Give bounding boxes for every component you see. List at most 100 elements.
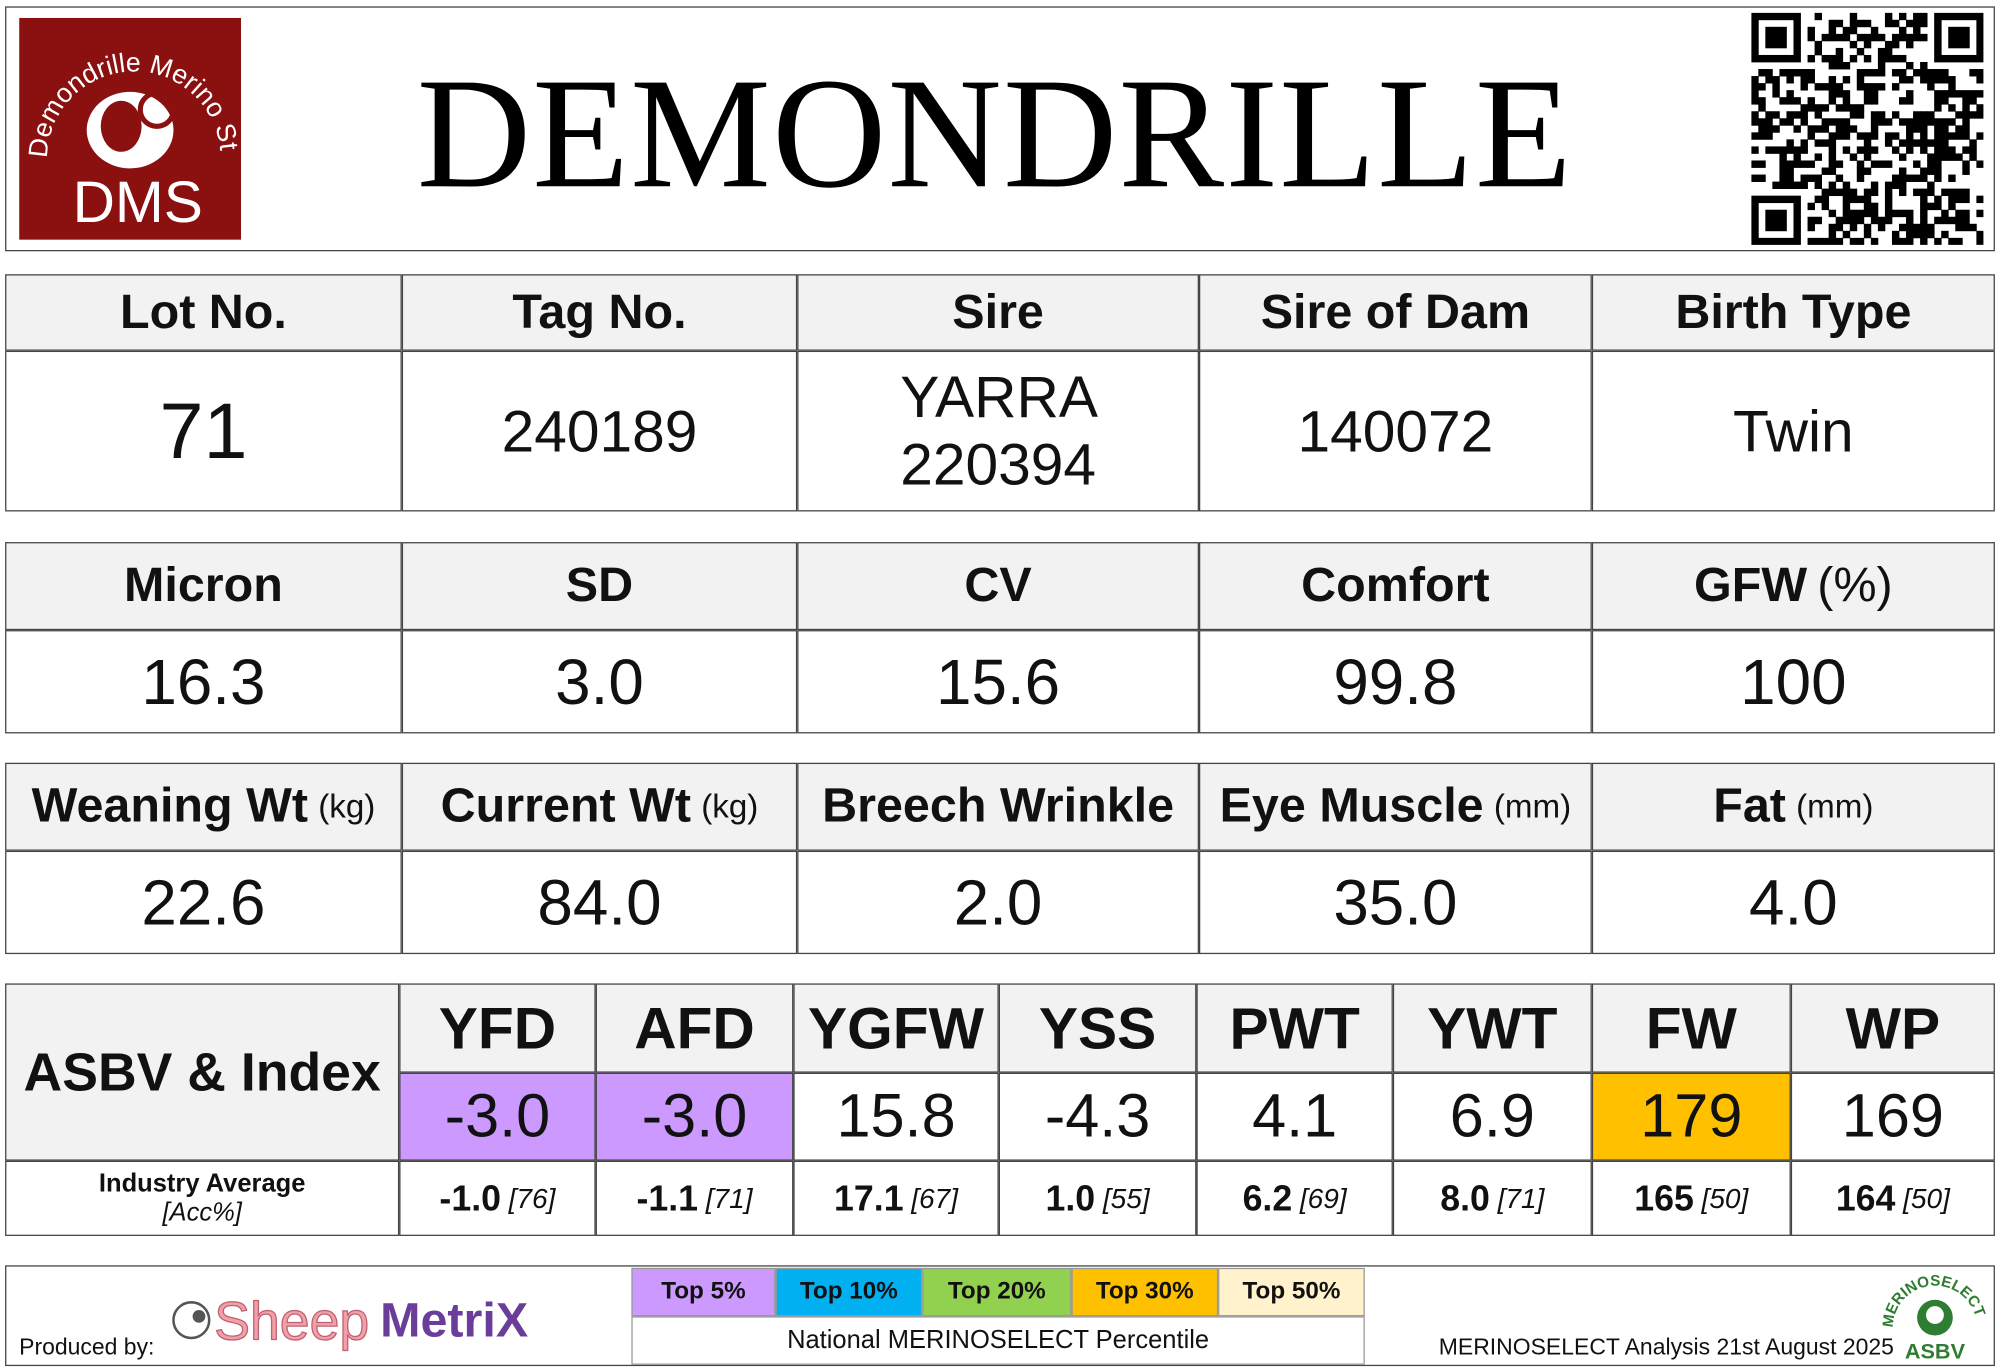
column-header: Lot No.: [5, 274, 402, 351]
trait-value: 179: [1591, 1072, 1791, 1161]
column-value: 16.3: [5, 630, 402, 734]
legend-item: Top 20%: [922, 1267, 1072, 1317]
column-header: Birth Type: [1591, 274, 1995, 351]
header-unit: (mm): [1493, 786, 1572, 826]
header-unit: (%): [1817, 558, 1893, 613]
column-header: SD: [401, 542, 798, 631]
produced-by: Produced by:: [19, 1334, 155, 1360]
industry-average: 164 [50]: [1790, 1160, 1995, 1236]
trait-name: YSS: [998, 983, 1197, 1073]
header-unit: (kg): [318, 786, 376, 826]
header-label: SD: [565, 558, 634, 613]
column-value: 100: [1591, 630, 1995, 734]
trait-name: YGFW: [793, 983, 999, 1073]
analysis-date: MERINOSELECT Analysis 21st August 2025: [1438, 1334, 1894, 1360]
accuracy: [50]: [1903, 1181, 1950, 1214]
trait-value: 4.1: [1196, 1072, 1393, 1161]
column-header: Sire of Dam: [1198, 274, 1592, 351]
header-label: Current Wt: [440, 779, 692, 833]
brand-suffix: MetriX: [380, 1294, 528, 1348]
legend-item: Top 5%: [631, 1267, 776, 1317]
sheepmetrix-logo: Sheep MetriX: [172, 1292, 528, 1352]
column-value: 3.0: [401, 630, 798, 734]
column-value: 4.0: [1591, 850, 1995, 955]
column-header: Sire: [797, 274, 1199, 351]
header-label: GFW: [1694, 558, 1808, 613]
column-header: Weaning Wt (kg): [5, 762, 402, 851]
column-header: Fat (mm): [1591, 762, 1995, 851]
column-value: 35.0: [1198, 850, 1592, 955]
industry-average: 17.1 [67]: [793, 1160, 999, 1236]
accuracy: [76]: [508, 1181, 556, 1214]
trait-name: AFD: [595, 983, 794, 1073]
trait-name: YWT: [1392, 983, 1592, 1073]
asbv-logo: MERINOSELECT ASBV: [1883, 1273, 1988, 1364]
column-header: Current Wt (kg): [401, 762, 798, 851]
industry-average-value: -1.1: [636, 1177, 699, 1218]
header-label: Comfort: [1301, 558, 1490, 613]
header-label: CV: [964, 558, 1032, 613]
trait-value: 15.8: [793, 1072, 999, 1161]
column-header: Comfort: [1198, 542, 1592, 631]
brand-prefix: Sheep: [214, 1292, 369, 1351]
legend-item: Top 10%: [775, 1267, 923, 1317]
accuracy: [50]: [1701, 1181, 1749, 1214]
industry-average: -1.0 [76]: [399, 1160, 596, 1236]
logo-abbr: DMS: [73, 170, 203, 235]
header-label: Micron: [124, 558, 283, 613]
accuracy: [67]: [911, 1181, 959, 1214]
header-unit: (kg): [701, 786, 759, 826]
header-label: Weaning Wt: [31, 779, 308, 833]
asbv-logo-bottom: ASBV: [1905, 1338, 1966, 1363]
qr-code: [1751, 12, 1984, 245]
industry-average-value: 8.0: [1440, 1177, 1490, 1218]
asbv-label: ASBV & Index: [5, 983, 400, 1161]
header-label: Breech Wrinkle: [822, 779, 1175, 833]
trait-name: WP: [1790, 983, 1995, 1073]
trait-value: -3.0: [595, 1072, 794, 1161]
industry-average: 165 [50]: [1591, 1160, 1791, 1236]
footer-box: [5, 1265, 1995, 1367]
legend-caption: National MERINOSELECT Percentile: [631, 1316, 1365, 1365]
legend-item: Top 50%: [1218, 1267, 1365, 1317]
column-value: 240189: [401, 350, 798, 512]
column-header: Tag No.: [401, 274, 798, 351]
trait-name: PWT: [1196, 983, 1393, 1073]
column-header: Eye Muscle (mm): [1198, 762, 1592, 851]
trait-value: 169: [1790, 1072, 1995, 1161]
industry-average-value: 164: [1835, 1177, 1896, 1218]
column-value: 22.6: [5, 850, 402, 955]
column-value: 84.0: [401, 850, 798, 955]
industry-average: -1.1 [71]: [595, 1160, 794, 1236]
trait-value: -4.3: [998, 1072, 1197, 1161]
column-header: GFW (%): [1591, 542, 1995, 631]
column-value: 15.6: [797, 630, 1199, 734]
column-value: 99.8: [1198, 630, 1592, 734]
industry-average: 8.0 [71]: [1392, 1160, 1592, 1236]
header-label: Fat: [1713, 779, 1786, 833]
column-value: 140072: [1198, 350, 1592, 512]
column-header: Micron: [5, 542, 402, 631]
column-header: CV: [797, 542, 1199, 631]
header-label: Eye Muscle: [1219, 779, 1484, 833]
industry-average: 1.0 [55]: [998, 1160, 1197, 1236]
legend-item: Top 30%: [1071, 1267, 1219, 1317]
header-unit: (mm): [1796, 786, 1874, 826]
accuracy-label: [Acc%]: [162, 1198, 242, 1227]
industry-average-value: 165: [1634, 1177, 1694, 1218]
percentile-legend: Top 5% Top 10% Top 20% Top 30% Top 50% Nation…: [631, 1267, 1365, 1365]
industry-average: 6.2 [69]: [1196, 1160, 1393, 1236]
header-box: [5, 6, 1995, 252]
column-header: Breech Wrinkle: [797, 762, 1199, 851]
accuracy: [71]: [705, 1181, 753, 1214]
trait-value: -3.0: [399, 1072, 596, 1161]
industry-average-value: 17.1: [834, 1177, 904, 1218]
accuracy: [69]: [1299, 1181, 1347, 1214]
industry-average-value: 6.2: [1242, 1177, 1293, 1218]
column-value: 71: [5, 350, 402, 512]
stud-logo: Demondrille Merino Stud DMS: [19, 17, 242, 240]
industry-average-value: 1.0: [1045, 1177, 1096, 1218]
title: DEMONDRILLE: [416, 45, 1573, 221]
